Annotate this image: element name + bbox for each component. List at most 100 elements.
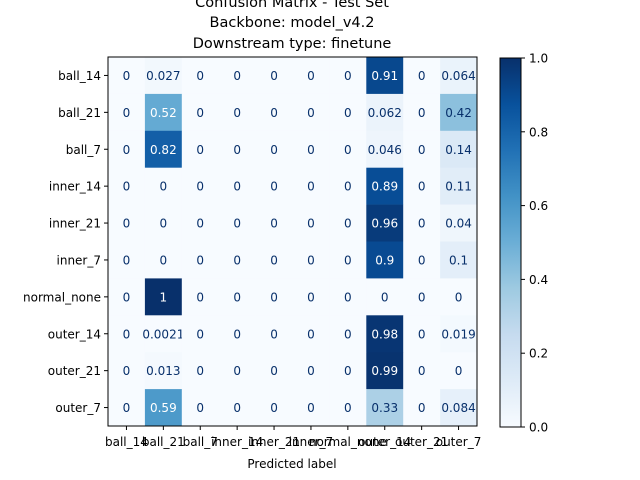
cell-value-label: 0 bbox=[196, 290, 204, 304]
cell-value-label: 0 bbox=[196, 180, 204, 194]
cell-value-label: 0 bbox=[123, 290, 131, 304]
heatmap-cell bbox=[440, 352, 478, 390]
heatmap-cell bbox=[292, 278, 330, 316]
heatmap-cell bbox=[255, 57, 293, 95]
cell-value-label: 0 bbox=[270, 106, 278, 120]
heatmap-cell bbox=[440, 57, 478, 95]
cell-value-label: 0.046 bbox=[368, 143, 402, 157]
cell-value-label: 0 bbox=[123, 401, 131, 415]
cell-value-label: 0 bbox=[233, 290, 241, 304]
cell-value-label: 0 bbox=[307, 143, 315, 157]
heatmap-cell bbox=[218, 241, 256, 279]
heatmap-cell bbox=[181, 167, 219, 205]
heatmap-cell bbox=[181, 389, 219, 427]
cell-value-label: 0.89 bbox=[371, 180, 398, 194]
x-tick-label: inner_7 bbox=[289, 435, 334, 449]
cell-value-label: 0 bbox=[233, 69, 241, 83]
heatmap-frame bbox=[107, 56, 478, 427]
heatmap-cell bbox=[218, 389, 256, 427]
cell-value-label: 0 bbox=[418, 69, 426, 83]
cell-value-label: 0.14 bbox=[445, 143, 472, 157]
cell-value-label: 0 bbox=[418, 143, 426, 157]
cell-value-label: 0 bbox=[344, 364, 352, 378]
heatmap-cell bbox=[403, 389, 441, 427]
heatmap-cell bbox=[329, 167, 367, 205]
y-tick-label: inner_21 bbox=[49, 217, 101, 231]
cell-value-label: 0 bbox=[196, 327, 204, 341]
heatmap-cell bbox=[255, 167, 293, 205]
heatmap-cell bbox=[366, 167, 404, 205]
x-tick-label: outer_21 bbox=[395, 435, 448, 449]
x-tick-label: outer_7 bbox=[436, 435, 482, 449]
heatmap-cell bbox=[403, 93, 441, 132]
cell-value-label: 0 bbox=[307, 69, 315, 83]
heatmap-cell bbox=[108, 130, 146, 168]
cell-value-label: 0 bbox=[344, 290, 352, 304]
heatmap-cell bbox=[329, 130, 367, 168]
heatmap-cell bbox=[292, 352, 330, 390]
cell-value-label: 0 bbox=[344, 180, 352, 194]
heatmap-cell bbox=[218, 278, 256, 316]
cell-value-label: 0.11 bbox=[445, 180, 472, 194]
cell-value-label: 0.027 bbox=[146, 69, 180, 83]
cell-value-label: 0.52 bbox=[150, 106, 177, 120]
heatmap-cell bbox=[144, 241, 183, 279]
cell-value-label: 0 bbox=[418, 327, 426, 341]
cell-value-label: 0 bbox=[418, 364, 426, 378]
heatmap-cell bbox=[181, 130, 219, 168]
cell-value-label: 0.013 bbox=[146, 364, 180, 378]
heatmap-cell bbox=[255, 315, 293, 353]
heatmap-cell bbox=[292, 389, 330, 427]
cell-value-label: 0 bbox=[344, 217, 352, 231]
cell-value-label: 0.99 bbox=[371, 364, 398, 378]
y-tick-label: ball_7 bbox=[66, 143, 101, 157]
cell-value-label: 0.04 bbox=[445, 217, 472, 231]
cell-value-label: 0 bbox=[160, 180, 168, 194]
y-tick-label: inner_7 bbox=[57, 253, 102, 267]
heatmap-cell bbox=[403, 204, 441, 242]
heatmap-cell bbox=[403, 167, 441, 205]
cell-value-label: 0 bbox=[270, 253, 278, 267]
x-tick-label: outer_14 bbox=[358, 435, 411, 449]
colorbar-tick-label: 0.6 bbox=[529, 199, 548, 213]
cell-value-label: 0 bbox=[160, 217, 168, 231]
y-tick-label: ball_14 bbox=[58, 69, 101, 83]
x-axis: ball_14ball_21ball_7inner_14inner_21inne… bbox=[105, 426, 481, 449]
heatmap-cell bbox=[329, 93, 367, 132]
cell-value-label: 0 bbox=[455, 364, 463, 378]
cell-value-label: 0 bbox=[418, 401, 426, 415]
cell-value-label: 0 bbox=[344, 69, 352, 83]
x-tick-label: inner_21 bbox=[248, 435, 300, 449]
heatmap-cell bbox=[292, 167, 330, 205]
cell-value-label: 0 bbox=[196, 253, 204, 267]
cell-value-label: 0 bbox=[123, 106, 131, 120]
chart-title-line-2: Backbone: model_v4.2 bbox=[210, 15, 375, 31]
heatmap-cell bbox=[440, 93, 478, 132]
colorbar-tick-label: 1.0 bbox=[529, 52, 548, 66]
colorbar-tick-label: 0.2 bbox=[529, 347, 548, 361]
heatmap-cell bbox=[403, 278, 441, 316]
cell-value-label: 0 bbox=[233, 401, 241, 415]
heatmap-cell bbox=[181, 315, 219, 353]
cell-value-label: 0 bbox=[123, 180, 131, 194]
x-tick-label: inner_14 bbox=[211, 435, 263, 449]
heatmap-cell bbox=[329, 57, 367, 95]
heatmap-cell bbox=[108, 93, 146, 132]
cell-value-label: 0 bbox=[307, 290, 315, 304]
heatmap-cell bbox=[292, 204, 330, 242]
heatmap-cell bbox=[108, 315, 146, 353]
cell-value-label: 0 bbox=[123, 253, 131, 267]
cell-value-label: 0 bbox=[418, 217, 426, 231]
chart-title-line-3: Downstream type: finetune bbox=[193, 36, 392, 52]
heatmap-cell bbox=[329, 352, 367, 390]
cell-value-label: 0 bbox=[233, 106, 241, 120]
heatmap-cell bbox=[218, 93, 256, 132]
cell-value-label: 0 bbox=[196, 143, 204, 157]
cell-value-label: 0 bbox=[233, 180, 241, 194]
cell-value-label: 0 bbox=[196, 401, 204, 415]
heatmap-cell bbox=[292, 130, 330, 168]
heatmap-cell bbox=[329, 389, 367, 427]
heatmap-cell bbox=[218, 352, 256, 390]
heatmap-cell bbox=[144, 278, 183, 316]
